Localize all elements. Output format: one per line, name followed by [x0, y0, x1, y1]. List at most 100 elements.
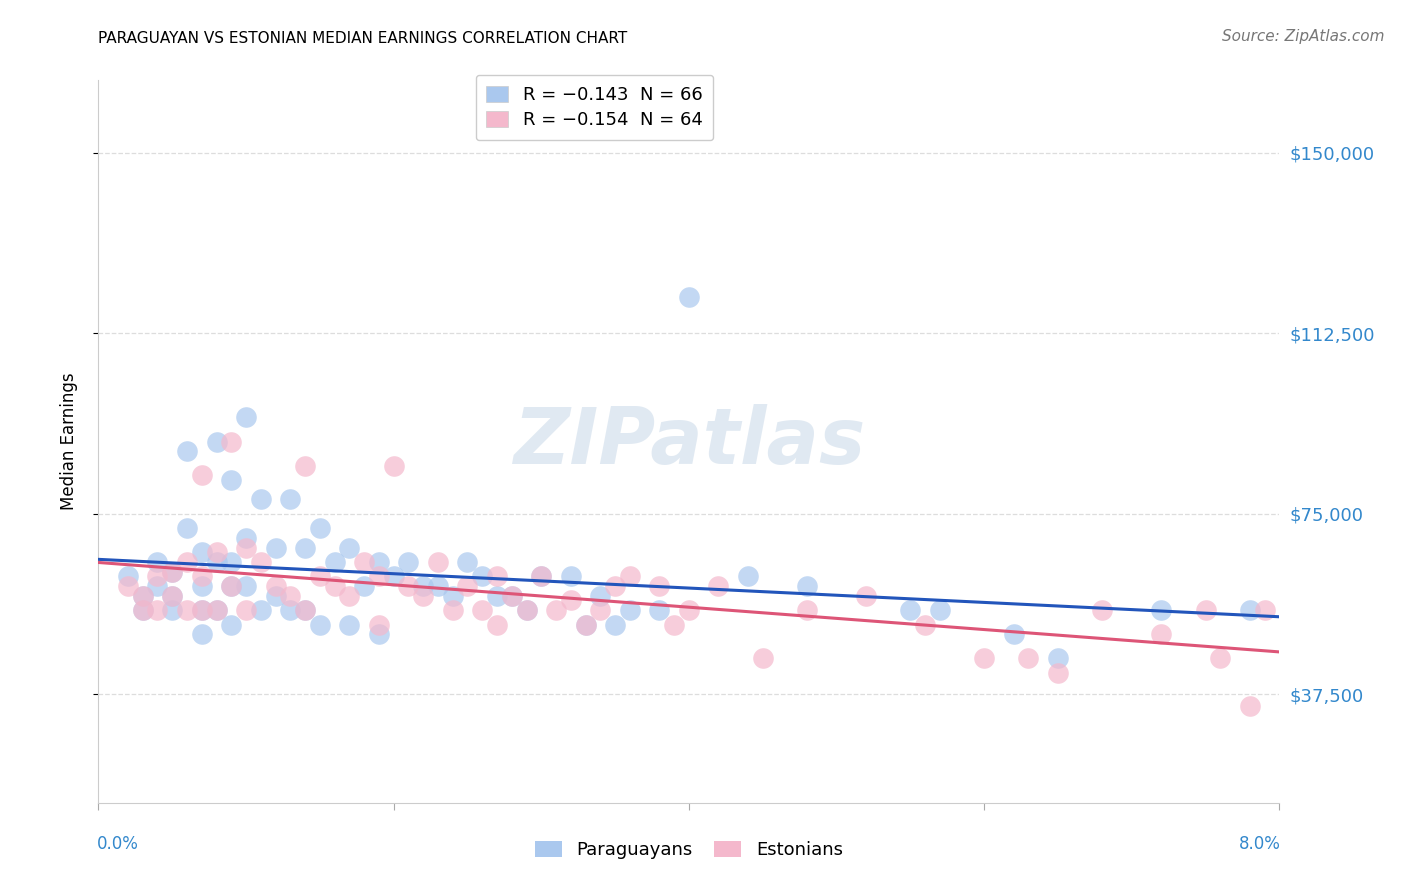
Text: PARAGUAYAN VS ESTONIAN MEDIAN EARNINGS CORRELATION CHART: PARAGUAYAN VS ESTONIAN MEDIAN EARNINGS C…	[98, 31, 627, 46]
Point	[191, 603, 214, 617]
Point	[900, 603, 922, 617]
Point	[309, 617, 332, 632]
Point	[146, 569, 169, 583]
Point	[323, 555, 346, 569]
Point	[678, 603, 700, 617]
Point	[176, 521, 198, 535]
Point	[382, 569, 405, 583]
Point	[914, 617, 936, 632]
Point	[221, 579, 243, 593]
Point	[235, 579, 257, 593]
Point	[162, 565, 183, 579]
Point	[575, 617, 598, 632]
Point	[294, 603, 316, 617]
Point	[176, 444, 198, 458]
Point	[339, 617, 361, 632]
Point	[441, 603, 464, 617]
Point	[589, 603, 612, 617]
Point	[132, 589, 155, 603]
Point	[648, 579, 671, 593]
Point	[132, 603, 155, 617]
Point	[235, 541, 257, 555]
Point	[546, 603, 568, 617]
Point	[294, 603, 316, 617]
Point	[205, 603, 228, 617]
Point	[205, 545, 228, 559]
Point	[752, 651, 775, 665]
Point	[648, 603, 671, 617]
Point	[146, 555, 169, 569]
Point	[191, 579, 214, 593]
Point	[412, 579, 434, 593]
Point	[221, 555, 243, 569]
Point	[280, 589, 302, 603]
Point	[294, 458, 316, 473]
Point	[191, 545, 214, 559]
Point	[973, 651, 995, 665]
Point	[737, 569, 759, 583]
Point	[146, 579, 169, 593]
Point	[221, 473, 243, 487]
Point	[250, 603, 273, 617]
Point	[516, 603, 538, 617]
Point	[457, 555, 479, 569]
Point	[309, 569, 332, 583]
Point	[516, 603, 538, 617]
Point	[382, 458, 405, 473]
Point	[1239, 699, 1261, 714]
Point	[309, 521, 332, 535]
Point	[1254, 603, 1277, 617]
Point	[796, 579, 818, 593]
Point	[264, 589, 287, 603]
Point	[117, 579, 139, 593]
Point	[427, 579, 450, 593]
Point	[441, 589, 464, 603]
Point	[264, 541, 287, 555]
Point	[457, 579, 479, 593]
Point	[486, 589, 509, 603]
Point	[339, 589, 361, 603]
Point	[353, 555, 375, 569]
Point	[176, 555, 198, 569]
Point	[855, 589, 877, 603]
Point	[560, 593, 582, 607]
Point	[117, 569, 139, 583]
Point	[353, 579, 375, 593]
Point	[589, 589, 612, 603]
Point	[1046, 651, 1070, 665]
Point	[191, 569, 214, 583]
Point	[221, 434, 243, 449]
Point	[235, 531, 257, 545]
Point	[1018, 651, 1040, 665]
Point	[412, 589, 434, 603]
Point	[191, 603, 214, 617]
Point	[250, 492, 273, 507]
Point	[678, 290, 700, 304]
Text: Source: ZipAtlas.com: Source: ZipAtlas.com	[1222, 29, 1385, 44]
Point	[280, 603, 302, 617]
Point	[605, 617, 627, 632]
Point	[205, 434, 228, 449]
Point	[1239, 603, 1261, 617]
Point	[486, 569, 509, 583]
Point	[235, 410, 257, 425]
Point	[796, 603, 818, 617]
Point	[1091, 603, 1114, 617]
Point	[191, 627, 214, 641]
Point	[1046, 665, 1070, 680]
Point	[929, 603, 952, 617]
Point	[605, 579, 627, 593]
Point	[323, 579, 346, 593]
Point	[398, 579, 420, 593]
Point	[530, 569, 553, 583]
Point	[368, 555, 391, 569]
Point	[221, 617, 243, 632]
Point	[664, 617, 686, 632]
Point	[398, 555, 420, 569]
Point	[1150, 603, 1173, 617]
Point	[368, 627, 391, 641]
Point	[1002, 627, 1025, 641]
Point	[235, 603, 257, 617]
Point	[162, 589, 183, 603]
Point	[132, 589, 155, 603]
